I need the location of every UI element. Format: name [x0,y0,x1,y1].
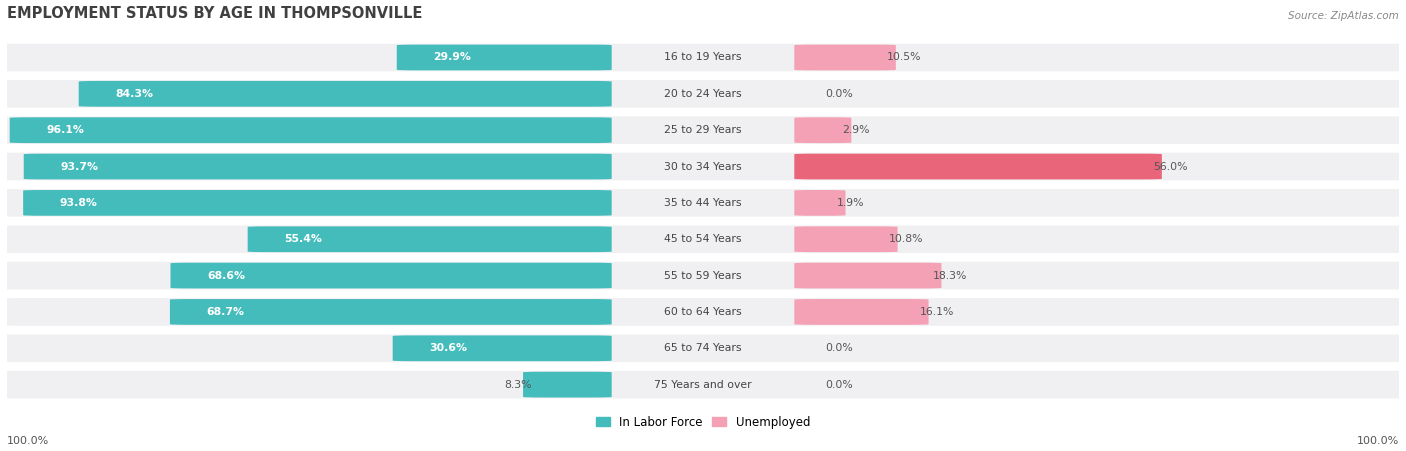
Text: 55.4%: 55.4% [284,234,322,244]
FancyBboxPatch shape [794,299,928,325]
Text: 8.3%: 8.3% [505,380,531,390]
FancyBboxPatch shape [0,333,1406,364]
Text: 0.0%: 0.0% [825,89,853,99]
Text: 10.5%: 10.5% [887,52,921,63]
Text: 93.7%: 93.7% [60,161,98,171]
Text: 30 to 34 Years: 30 to 34 Years [664,161,742,171]
Text: Source: ZipAtlas.com: Source: ZipAtlas.com [1288,11,1399,21]
Text: 100.0%: 100.0% [7,436,49,446]
Text: 16 to 19 Years: 16 to 19 Years [664,52,742,63]
Text: 93.8%: 93.8% [60,198,98,208]
FancyBboxPatch shape [794,262,942,289]
FancyBboxPatch shape [0,78,1406,109]
FancyBboxPatch shape [794,154,1161,179]
Text: 100.0%: 100.0% [1357,436,1399,446]
Text: 10.8%: 10.8% [889,234,924,244]
Text: 65 to 74 Years: 65 to 74 Years [664,343,742,353]
Text: EMPLOYMENT STATUS BY AGE IN THOMPSONVILLE: EMPLOYMENT STATUS BY AGE IN THOMPSONVILL… [7,6,422,21]
FancyBboxPatch shape [22,190,612,216]
FancyBboxPatch shape [0,260,1406,291]
FancyBboxPatch shape [79,81,612,107]
FancyBboxPatch shape [392,336,612,361]
Text: 60 to 64 Years: 60 to 64 Years [664,307,742,317]
FancyBboxPatch shape [10,117,612,143]
Text: 0.0%: 0.0% [825,343,853,353]
FancyBboxPatch shape [0,224,1406,254]
Text: 68.6%: 68.6% [207,271,245,281]
FancyBboxPatch shape [794,117,852,143]
Text: 30.6%: 30.6% [429,343,467,353]
FancyBboxPatch shape [794,45,896,70]
FancyBboxPatch shape [247,226,612,252]
Text: 55 to 59 Years: 55 to 59 Years [664,271,742,281]
FancyBboxPatch shape [0,369,1406,400]
FancyBboxPatch shape [0,188,1406,218]
Text: 68.7%: 68.7% [207,307,245,317]
FancyBboxPatch shape [0,297,1406,327]
FancyBboxPatch shape [170,299,612,325]
Text: 96.1%: 96.1% [46,125,84,135]
Text: 29.9%: 29.9% [433,52,471,63]
Text: 75 Years and over: 75 Years and over [654,380,752,390]
Legend: In Labor Force, Unemployed: In Labor Force, Unemployed [591,411,815,433]
FancyBboxPatch shape [24,154,612,179]
FancyBboxPatch shape [794,190,845,216]
FancyBboxPatch shape [396,45,612,70]
Text: 0.0%: 0.0% [825,380,853,390]
Text: 35 to 44 Years: 35 to 44 Years [664,198,742,208]
Text: 2.9%: 2.9% [842,125,870,135]
Text: 16.1%: 16.1% [920,307,955,317]
Text: 25 to 29 Years: 25 to 29 Years [664,125,742,135]
FancyBboxPatch shape [794,226,897,252]
FancyBboxPatch shape [0,115,1406,145]
Text: 18.3%: 18.3% [932,271,967,281]
Text: 84.3%: 84.3% [115,89,153,99]
FancyBboxPatch shape [0,42,1406,73]
Text: 56.0%: 56.0% [1153,161,1188,171]
FancyBboxPatch shape [170,262,612,289]
Text: 20 to 24 Years: 20 to 24 Years [664,89,742,99]
Text: 45 to 54 Years: 45 to 54 Years [664,234,742,244]
Text: 1.9%: 1.9% [837,198,865,208]
FancyBboxPatch shape [0,152,1406,182]
FancyBboxPatch shape [523,372,612,397]
